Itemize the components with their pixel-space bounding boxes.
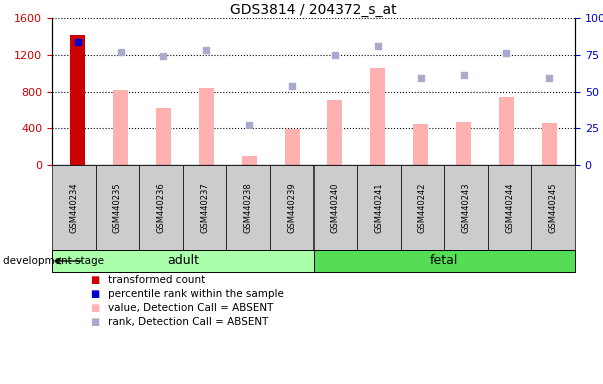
Bar (488, 165, 531, 250)
Bar (327, 100, 343, 165)
Bar (285, 129, 300, 165)
Bar (400, 165, 444, 250)
Title: GDS3814 / 204372_s_at: GDS3814 / 204372_s_at (230, 3, 397, 17)
Bar (139, 165, 183, 250)
Text: GSM440240: GSM440240 (331, 182, 340, 233)
Bar (456, 122, 471, 165)
Text: ■: ■ (90, 289, 99, 299)
Bar (199, 88, 214, 165)
Bar (499, 97, 514, 165)
Bar (314, 250, 575, 272)
Bar (413, 124, 428, 165)
Bar (52, 165, 96, 250)
Bar (314, 165, 357, 250)
Text: rank, Detection Call = ABSENT: rank, Detection Call = ABSENT (108, 317, 268, 327)
Bar (70, 35, 85, 165)
Bar (541, 123, 557, 165)
Text: development stage: development stage (3, 256, 104, 266)
Text: GSM440236: GSM440236 (156, 182, 165, 233)
Text: transformed count: transformed count (108, 275, 206, 285)
Bar (270, 165, 314, 250)
Text: GSM440244: GSM440244 (505, 182, 514, 233)
Text: value, Detection Call = ABSENT: value, Detection Call = ABSENT (108, 303, 274, 313)
Text: percentile rank within the sample: percentile rank within the sample (108, 289, 284, 299)
Bar (113, 89, 128, 165)
Text: GSM440241: GSM440241 (374, 182, 384, 233)
Text: GSM440242: GSM440242 (418, 182, 427, 233)
Text: GSM440245: GSM440245 (549, 182, 558, 233)
Bar (357, 165, 400, 250)
Text: fetal: fetal (430, 255, 458, 268)
Bar (531, 165, 575, 250)
Text: GSM440243: GSM440243 (461, 182, 470, 233)
Bar (444, 165, 488, 250)
Text: GSM440235: GSM440235 (113, 182, 122, 233)
Bar (242, 156, 257, 165)
Bar (96, 165, 139, 250)
Bar (52, 250, 314, 272)
Text: GSM440239: GSM440239 (287, 182, 296, 233)
Text: ■: ■ (90, 275, 99, 285)
Text: GSM440237: GSM440237 (200, 182, 209, 233)
Text: ■: ■ (90, 303, 99, 313)
Text: adult: adult (167, 255, 199, 268)
Bar (226, 165, 270, 250)
Bar (183, 165, 226, 250)
Bar (370, 68, 385, 165)
Bar (156, 108, 171, 165)
Text: ■: ■ (90, 317, 99, 327)
Text: GSM440238: GSM440238 (244, 182, 253, 233)
Text: GSM440234: GSM440234 (69, 182, 78, 233)
